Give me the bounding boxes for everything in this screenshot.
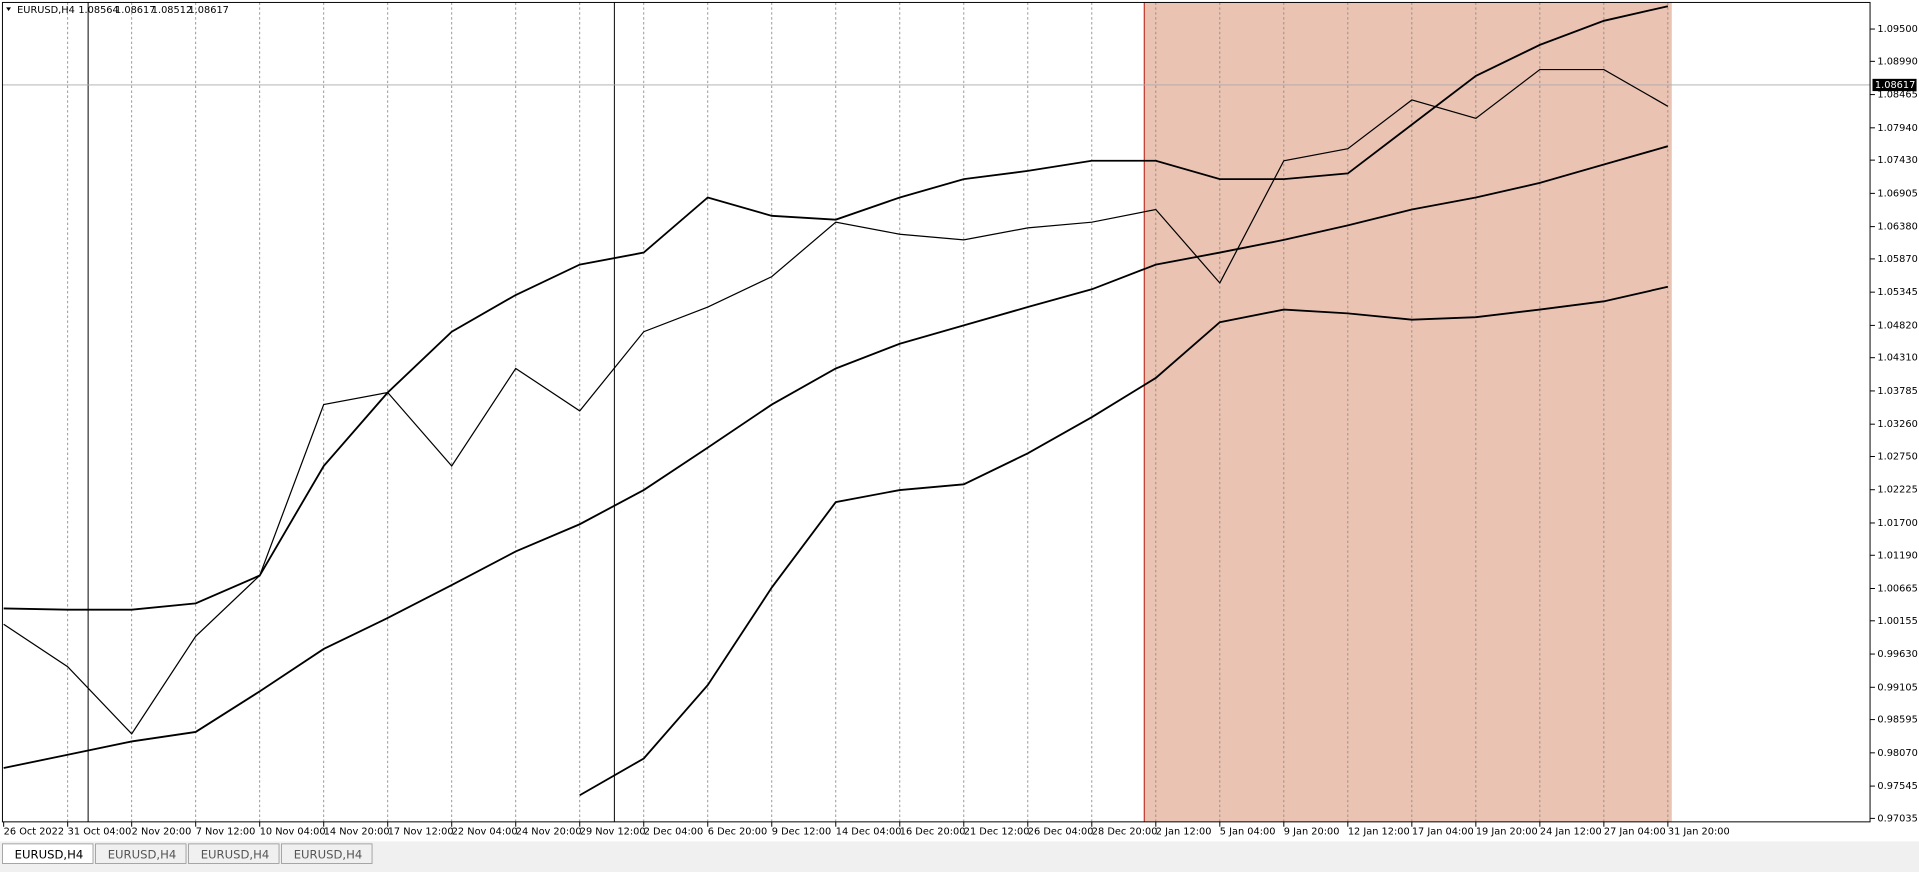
x-tick-label: 21 Dec 12:00 [964, 827, 1030, 838]
tab-label[interactable]: EURUSD,H4 [294, 847, 363, 861]
y-tick-label: 1.06905 [1877, 188, 1917, 199]
tab-label[interactable]: EURUSD,H4 [108, 847, 177, 861]
y-tick-label: 1.04820 [1877, 320, 1917, 331]
x-tick-label: 27 Jan 04:00 [1604, 827, 1666, 838]
x-tick-label: 9 Jan 20:00 [1284, 827, 1340, 838]
header-open: 1.08564 [78, 5, 118, 16]
y-tick-label: 1.08465 [1877, 90, 1917, 101]
band-line [3, 5, 1669, 611]
header-symbol: EURUSD,H4 [17, 5, 75, 16]
y-tick-label: 0.97545 [1877, 781, 1917, 792]
y-tick-label: 1.07940 [1877, 123, 1917, 134]
x-tick-label: 22 Nov 04:00 [452, 827, 518, 838]
y-tick-label: 0.99630 [1877, 649, 1917, 660]
x-tick-label: 19 Jan 20:00 [1476, 827, 1538, 838]
y-tick-label: 1.07430 [1877, 155, 1917, 166]
tab[interactable] [188, 843, 280, 864]
band-line [579, 285, 1669, 797]
y-tick-label: 1.08990 [1877, 56, 1917, 67]
y-tick-label: 1.05345 [1877, 287, 1917, 298]
x-tick-label: 7 Nov 12:00 [196, 827, 256, 838]
x-tick-label: 6 Dec 20:00 [708, 827, 767, 838]
x-tick-label: 24 Jan 12:00 [1540, 827, 1602, 838]
x-tick-label: 17 Nov 12:00 [388, 827, 454, 838]
y-tick-label: 0.97035 [1877, 813, 1917, 824]
x-tick-label: 2 Dec 04:00 [644, 827, 703, 838]
x-tick-label: 26 Dec 04:00 [1028, 827, 1094, 838]
x-tick-label: 9 Dec 12:00 [772, 827, 831, 838]
y-tick-label: 0.99105 [1877, 682, 1917, 693]
y-tick-label: 1.00155 [1877, 616, 1917, 627]
x-tick-label: 12 Jan 12:00 [1348, 827, 1410, 838]
x-tick-label: 17 Jan 04:00 [1412, 827, 1474, 838]
y-tick-label: 1.01700 [1877, 518, 1917, 529]
y-tick-label: 1.01190 [1877, 550, 1917, 561]
y-tick-label: 1.02750 [1877, 451, 1917, 462]
x-tick-label: 26 Oct 2022 [4, 827, 64, 838]
tab-label[interactable]: EURUSD,H4 [15, 847, 84, 861]
x-tick-label: 14 Dec 04:00 [836, 827, 902, 838]
current-price-box [1872, 78, 1917, 92]
y-tick-label: 1.04310 [1877, 353, 1917, 364]
header-arrow [6, 7, 12, 12]
y-tick-label: 1.03785 [1877, 386, 1917, 397]
header: EURUSD,H4 1.08564 1.08617 1.08512 1.0861… [6, 5, 229, 16]
current-price-label: 1.08617 [1875, 80, 1915, 91]
x-tick-label: 2 Nov 20:00 [132, 827, 192, 838]
band-line [3, 145, 1669, 769]
x-tick-label: 24 Nov 20:00 [516, 827, 582, 838]
y-tick-label: 0.98595 [1877, 715, 1917, 726]
tab[interactable] [281, 843, 373, 864]
y-tick-label: 1.09500 [1877, 24, 1917, 35]
x-tick-label: 31 Oct 04:00 [68, 827, 132, 838]
x-tick-label: 31 Jan 20:00 [1668, 827, 1730, 838]
x-tick-label: 29 Nov 12:00 [580, 827, 646, 838]
y-tick-label: 1.02225 [1877, 485, 1917, 496]
price-line [3, 68, 1669, 735]
x-tick-label: 10 Nov 04:00 [260, 827, 326, 838]
tab[interactable] [2, 843, 94, 864]
highlight-region [1144, 2, 1672, 822]
tab[interactable] [95, 843, 187, 864]
header-low: 1.08512 [152, 5, 192, 16]
x-tick-label: 14 Nov 20:00 [324, 827, 390, 838]
y-tick-label: 1.05870 [1877, 254, 1917, 265]
y-tick-label: 1.00665 [1877, 584, 1917, 595]
tab-label[interactable]: EURUSD,H4 [201, 847, 270, 861]
plot-frame [1, 1, 1871, 823]
tabs: EURUSD,H4 EURUSD,H4 EURUSD,H4 EURUSD,H4 [2, 843, 373, 864]
x-tick-label: 28 Dec 20:00 [1092, 827, 1158, 838]
plot [2, 2, 1871, 822]
y-tick-label: 0.98070 [1877, 748, 1917, 759]
header-close: 1.08617 [188, 5, 228, 16]
header-high: 1.08617 [115, 5, 155, 16]
x-tick-label: 16 Dec 20:00 [900, 827, 966, 838]
y-tick-label: 1.06380 [1877, 222, 1917, 233]
x-tick-label: 2 Jan 12:00 [1156, 827, 1212, 838]
x-tick-label: 5 Jan 04:00 [1220, 827, 1276, 838]
y-tick-label: 1.03260 [1877, 419, 1917, 430]
